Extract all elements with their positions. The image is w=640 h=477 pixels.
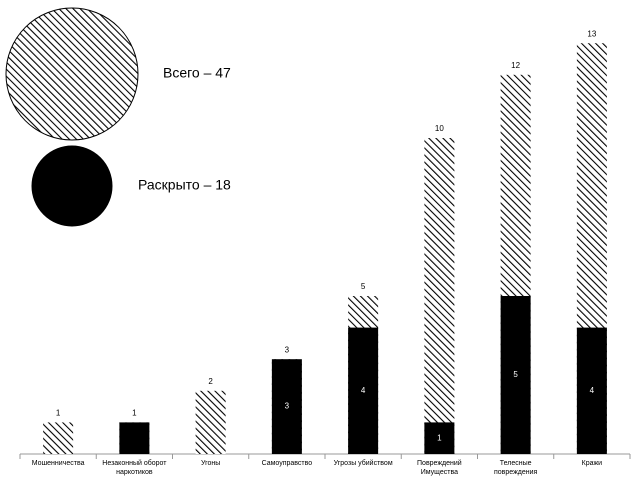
- data-label: 3: [285, 345, 290, 354]
- bar: [195, 390, 226, 454]
- data-label: 13: [587, 29, 596, 38]
- data-label: 2: [208, 377, 213, 386]
- bar: [500, 296, 531, 454]
- x-tick-label: Кражи: [581, 460, 603, 467]
- legend-label: Всего – 47: [163, 65, 231, 81]
- bar: [348, 327, 379, 454]
- data-label: 5: [513, 370, 518, 379]
- bar: [271, 359, 302, 454]
- x-tick-label: Незаконный оборот наркотиков: [102, 460, 167, 476]
- bar: [424, 422, 455, 454]
- data-label: 10: [435, 124, 444, 133]
- data-label: 1: [132, 409, 137, 418]
- x-tick-label: Самоуправство: [261, 460, 313, 467]
- x-tick-label: Мошенничества: [31, 460, 85, 467]
- data-label: 1: [437, 433, 442, 442]
- bar: [119, 422, 150, 454]
- data-label: 12: [511, 61, 520, 70]
- legend-marker: [5, 7, 139, 141]
- legend-label: Раскрыто – 18: [138, 177, 231, 193]
- x-tick-label: Угоны: [200, 460, 221, 467]
- x-tick-label: Телесные повреждения: [493, 460, 538, 476]
- x-tick-label: Повреждений Имущества: [417, 460, 462, 476]
- data-label: 4: [361, 386, 366, 395]
- data-label: 5: [361, 282, 366, 291]
- bar: [576, 327, 607, 454]
- data-label: 4: [590, 386, 595, 395]
- legend-marker: [31, 145, 113, 227]
- x-tick-label: Угрозы убийством: [333, 460, 393, 467]
- bar: [424, 138, 455, 454]
- data-label: 1: [56, 409, 61, 418]
- data-label: 3: [285, 402, 290, 411]
- bar: [43, 422, 74, 454]
